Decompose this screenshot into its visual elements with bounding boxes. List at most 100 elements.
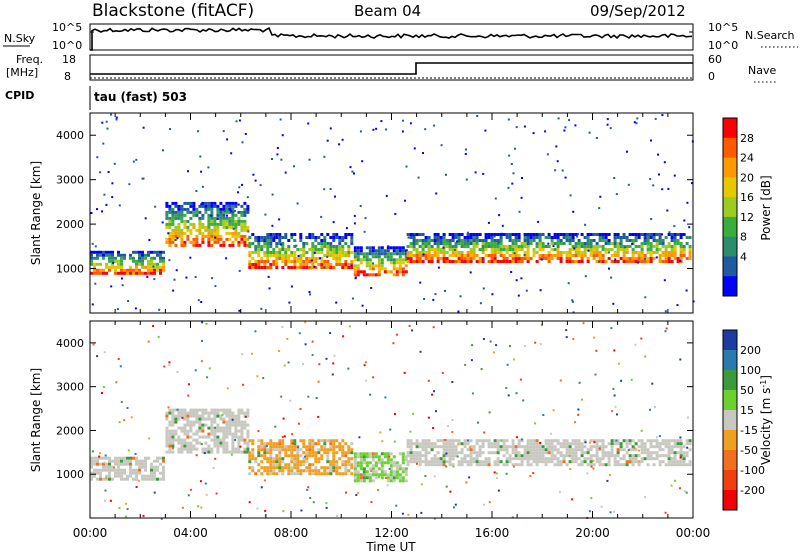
echo-speckle	[626, 150, 628, 153]
echo-cell	[222, 438, 226, 442]
echo-cell	[392, 473, 396, 477]
echo-cell	[574, 248, 578, 251]
echo-cell	[287, 254, 291, 257]
echo-speckle	[329, 127, 332, 130]
echo-cell	[326, 263, 330, 266]
echo-cell	[430, 245, 434, 248]
echo-cell	[409, 260, 413, 263]
echo-cell	[332, 466, 336, 470]
echo-cell	[117, 259, 120, 263]
echo-cell	[195, 237, 199, 241]
echo-speckle	[488, 501, 491, 504]
echo-cell	[484, 460, 488, 464]
echo-cell	[332, 442, 336, 446]
echo-cell	[234, 432, 238, 436]
echo-cell	[156, 468, 159, 472]
echo-cell	[553, 439, 557, 443]
echo-cell	[592, 245, 596, 248]
echo-cell	[105, 253, 108, 257]
echo-cell	[487, 442, 491, 446]
echo-cell	[586, 451, 590, 455]
echo-speckle	[577, 413, 580, 416]
echo-cell	[183, 231, 187, 235]
echo-cell	[517, 248, 521, 251]
echo-speckle	[251, 352, 253, 355]
echo-cell	[335, 236, 339, 239]
echo-speckle	[148, 239, 151, 241]
echo-cell	[162, 459, 165, 463]
echo-cell	[496, 460, 500, 464]
echo-cell	[493, 260, 497, 263]
echo-cell	[198, 222, 202, 226]
echo-cell	[117, 474, 120, 478]
echo-cell	[204, 411, 208, 415]
echo-cell	[335, 254, 339, 257]
echo-cell	[550, 236, 554, 239]
echo-cell	[475, 242, 479, 245]
echo-cell	[688, 254, 692, 257]
echo-cell	[643, 457, 647, 461]
echo-speckle	[297, 255, 300, 257]
echo-cell	[281, 448, 285, 452]
echo-cell	[314, 236, 318, 239]
echo-cell	[228, 201, 232, 205]
echo-cell	[562, 439, 566, 443]
echo-cell	[165, 216, 169, 220]
echo-cell	[556, 448, 560, 452]
echo-cell	[302, 469, 306, 473]
echo-speckle	[168, 364, 171, 366]
echo-cell	[404, 258, 408, 262]
echo-cell	[380, 246, 384, 250]
echo-cell	[240, 420, 244, 424]
echo-cell	[201, 414, 205, 418]
echo-cell	[682, 463, 686, 467]
echo-cell	[535, 457, 539, 461]
echo-cell	[93, 265, 96, 269]
echo-cell	[487, 242, 491, 245]
echo-speckle	[295, 244, 298, 247]
echo-cell	[278, 233, 282, 236]
echo-cell	[290, 445, 294, 449]
echo-cell	[404, 270, 408, 274]
echo-cell	[317, 451, 321, 455]
echo-cell	[195, 441, 199, 445]
echo-cell	[670, 260, 674, 263]
echo-cell	[526, 460, 530, 464]
echo-cell	[448, 260, 452, 263]
echo-speckle	[578, 381, 581, 384]
echo-cell	[673, 245, 677, 248]
echo-cell	[141, 250, 144, 254]
echo-speckle	[189, 488, 192, 491]
echo-cell	[287, 466, 291, 470]
echo-cell	[553, 242, 557, 245]
echo-cell	[401, 273, 405, 277]
echo-cell	[451, 457, 455, 461]
echo-speckle	[115, 118, 118, 121]
echo-speckle	[482, 338, 485, 340]
echo-cell	[445, 251, 449, 254]
echo-cell	[120, 456, 123, 460]
echo-cell	[604, 242, 608, 245]
echo-cell	[341, 439, 345, 443]
echo-speckle	[276, 153, 279, 156]
echo-speckle	[297, 422, 300, 425]
echo-cell	[526, 257, 530, 260]
echo-cell	[658, 239, 662, 242]
echo-cell	[123, 459, 126, 463]
echo-cell	[129, 474, 132, 478]
echo-cell	[183, 426, 187, 430]
echo-cell	[380, 476, 384, 480]
echo-cell	[240, 429, 244, 433]
echo-cell	[216, 237, 220, 241]
echo-cell	[350, 239, 354, 242]
echo-speckle	[370, 287, 373, 289]
echo-cell	[610, 439, 614, 443]
echo-cell	[195, 210, 199, 214]
echo-cell	[317, 236, 321, 239]
echo-cell	[628, 442, 632, 446]
echo-cell	[254, 236, 258, 239]
echo-cell	[622, 236, 626, 239]
echo-cell	[532, 254, 536, 257]
echo-speckle	[465, 148, 467, 151]
echo-cell	[517, 445, 521, 449]
